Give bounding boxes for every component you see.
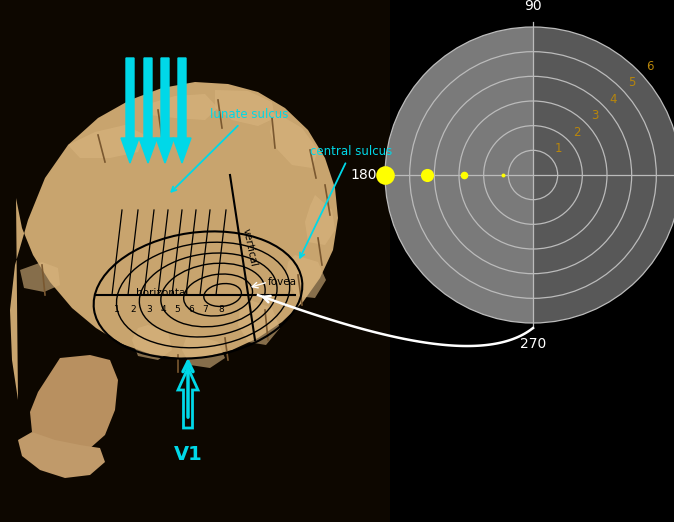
Polygon shape — [270, 112, 318, 168]
Point — [458, 171, 469, 179]
FancyArrow shape — [173, 58, 191, 163]
Point — [498, 171, 509, 179]
Polygon shape — [18, 432, 105, 478]
Text: 180: 180 — [350, 168, 377, 182]
Point — [379, 171, 390, 179]
Text: 8: 8 — [218, 305, 224, 314]
Wedge shape — [385, 27, 533, 323]
Polygon shape — [182, 335, 225, 368]
Polygon shape — [20, 262, 60, 292]
Text: 3: 3 — [146, 305, 152, 314]
Polygon shape — [0, 0, 390, 522]
Polygon shape — [68, 125, 145, 158]
Polygon shape — [286, 255, 326, 298]
Text: 2: 2 — [130, 305, 136, 314]
Polygon shape — [30, 355, 118, 455]
Polygon shape — [132, 325, 172, 360]
Text: V1: V1 — [174, 445, 202, 464]
Text: 7: 7 — [202, 305, 208, 314]
Text: 1: 1 — [554, 143, 562, 156]
Text: fovea: fovea — [268, 277, 297, 287]
Text: 4: 4 — [160, 305, 166, 314]
FancyArrow shape — [139, 58, 157, 163]
Text: 90: 90 — [524, 0, 542, 13]
Text: 5: 5 — [627, 77, 635, 89]
Text: 270: 270 — [520, 337, 546, 351]
Polygon shape — [305, 195, 335, 245]
Text: 2: 2 — [573, 126, 580, 139]
Text: 5: 5 — [174, 305, 180, 314]
Polygon shape — [10, 82, 338, 400]
Polygon shape — [145, 94, 218, 120]
Polygon shape — [215, 90, 275, 126]
FancyArrow shape — [156, 58, 174, 163]
Text: horizontal: horizontal — [136, 288, 188, 298]
Text: 6: 6 — [646, 60, 654, 73]
Point — [421, 171, 432, 179]
Text: 4: 4 — [609, 93, 617, 106]
Text: 1: 1 — [114, 305, 120, 314]
Text: vertical: vertical — [241, 228, 259, 268]
Polygon shape — [238, 300, 280, 345]
Text: central sulcus: central sulcus — [300, 145, 392, 258]
FancyArrow shape — [121, 58, 139, 163]
Text: lunate sulcus: lunate sulcus — [171, 108, 288, 192]
Text: 3: 3 — [591, 110, 599, 123]
Text: 6: 6 — [188, 305, 194, 314]
Wedge shape — [533, 27, 674, 323]
